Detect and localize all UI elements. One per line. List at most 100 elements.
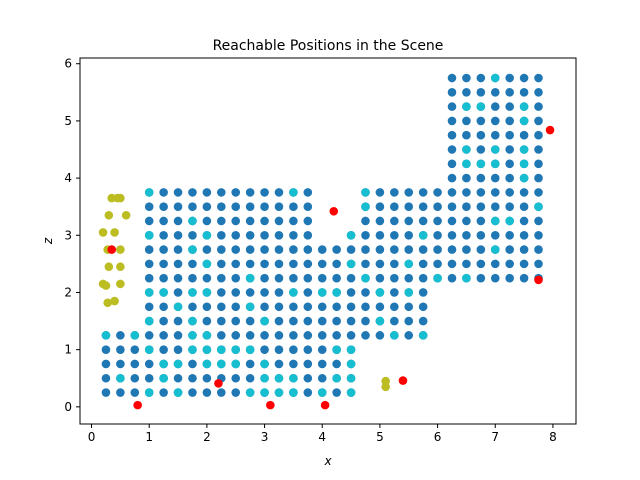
x-tick-label: 5: [376, 430, 384, 444]
data-point: [332, 302, 341, 312]
data-point: [245, 373, 255, 383]
data-point: [534, 275, 543, 285]
data-point: [418, 259, 428, 269]
data-point: [188, 331, 197, 340]
data-point: [159, 288, 168, 297]
data-point: [332, 273, 341, 283]
data-point: [317, 316, 327, 326]
data-point: [317, 288, 327, 297]
data-point: [303, 188, 313, 197]
data-point: [375, 331, 385, 340]
data-point: [332, 373, 341, 383]
data-point: [188, 345, 197, 354]
data-point: [289, 331, 298, 340]
data-point: [534, 102, 543, 111]
data-point: [418, 273, 428, 283]
data-point: [289, 259, 298, 269]
data-point: [144, 288, 154, 297]
data-point: [505, 245, 514, 254]
y-tick-label: 2: [64, 285, 72, 299]
data-point: [260, 316, 269, 326]
data-point: [130, 373, 140, 383]
data-point: [346, 273, 356, 283]
data-point: [104, 262, 114, 272]
data-point: [217, 288, 226, 297]
data-point: [245, 216, 255, 226]
data-point: [303, 359, 313, 369]
data-point: [375, 302, 385, 312]
data-point: [505, 202, 514, 211]
data-point: [332, 345, 341, 354]
data-point: [231, 316, 241, 326]
data-point: [361, 230, 370, 240]
data-point: [476, 116, 486, 126]
data-point: [98, 228, 108, 237]
data-point: [320, 400, 330, 410]
data-point: [260, 388, 269, 397]
data-point: [534, 73, 543, 83]
data-point: [390, 259, 399, 269]
data-point: [505, 159, 514, 169]
data-point: [188, 188, 197, 197]
data-point: [130, 345, 140, 354]
data-point: [173, 216, 183, 226]
data-point: [346, 388, 356, 397]
data-point: [490, 245, 500, 254]
data-point: [476, 130, 486, 140]
data-point: [188, 230, 197, 240]
data-point: [159, 388, 168, 397]
data-point: [245, 302, 255, 312]
data-point: [202, 245, 212, 254]
data-point: [418, 331, 428, 340]
data-point: [346, 345, 356, 354]
data-point: [217, 273, 226, 283]
x-axis-ticks: 0 1 2 3 4 5 6 7 8: [88, 424, 557, 444]
data-point: [144, 373, 154, 383]
data-point: [490, 116, 500, 126]
data-point: [332, 245, 341, 254]
data-point: [462, 259, 471, 269]
data-point: [447, 245, 457, 254]
data-point: [462, 202, 471, 211]
data-point: [462, 173, 471, 183]
data-point: [144, 359, 154, 369]
data-point: [447, 230, 457, 240]
data-point: [188, 273, 197, 283]
data-point: [202, 273, 212, 283]
data-point: [447, 173, 457, 183]
data-point: [361, 188, 370, 197]
data-point: [202, 188, 212, 197]
data-point: [103, 298, 112, 308]
data-point: [159, 345, 168, 354]
data-point: [130, 388, 140, 397]
data-point: [188, 202, 197, 211]
y-tick-label: 6: [64, 57, 72, 71]
data-point: [202, 302, 212, 312]
data-point: [303, 259, 313, 269]
data-point: [144, 259, 154, 269]
data-point: [505, 230, 514, 240]
data-point: [173, 288, 183, 297]
data-point: [144, 202, 154, 211]
data-point: [317, 245, 327, 254]
data-point: [346, 359, 356, 369]
data-point: [332, 288, 341, 297]
data-point: [231, 259, 241, 269]
data-point: [476, 230, 486, 240]
data-point: [159, 259, 168, 269]
data-point: [534, 130, 543, 140]
data-point: [116, 279, 125, 289]
data-point: [447, 202, 457, 211]
data-point: [116, 193, 125, 203]
data-point: [375, 288, 385, 297]
data-point: [173, 331, 183, 340]
data-point: [346, 230, 356, 240]
data-point: [447, 273, 457, 283]
data-point: [202, 373, 212, 383]
data-point: [390, 331, 399, 340]
data-point: [202, 359, 212, 369]
data-point: [447, 73, 457, 83]
data-point: [274, 188, 284, 197]
data-point: [188, 316, 197, 326]
data-point: [173, 373, 183, 383]
